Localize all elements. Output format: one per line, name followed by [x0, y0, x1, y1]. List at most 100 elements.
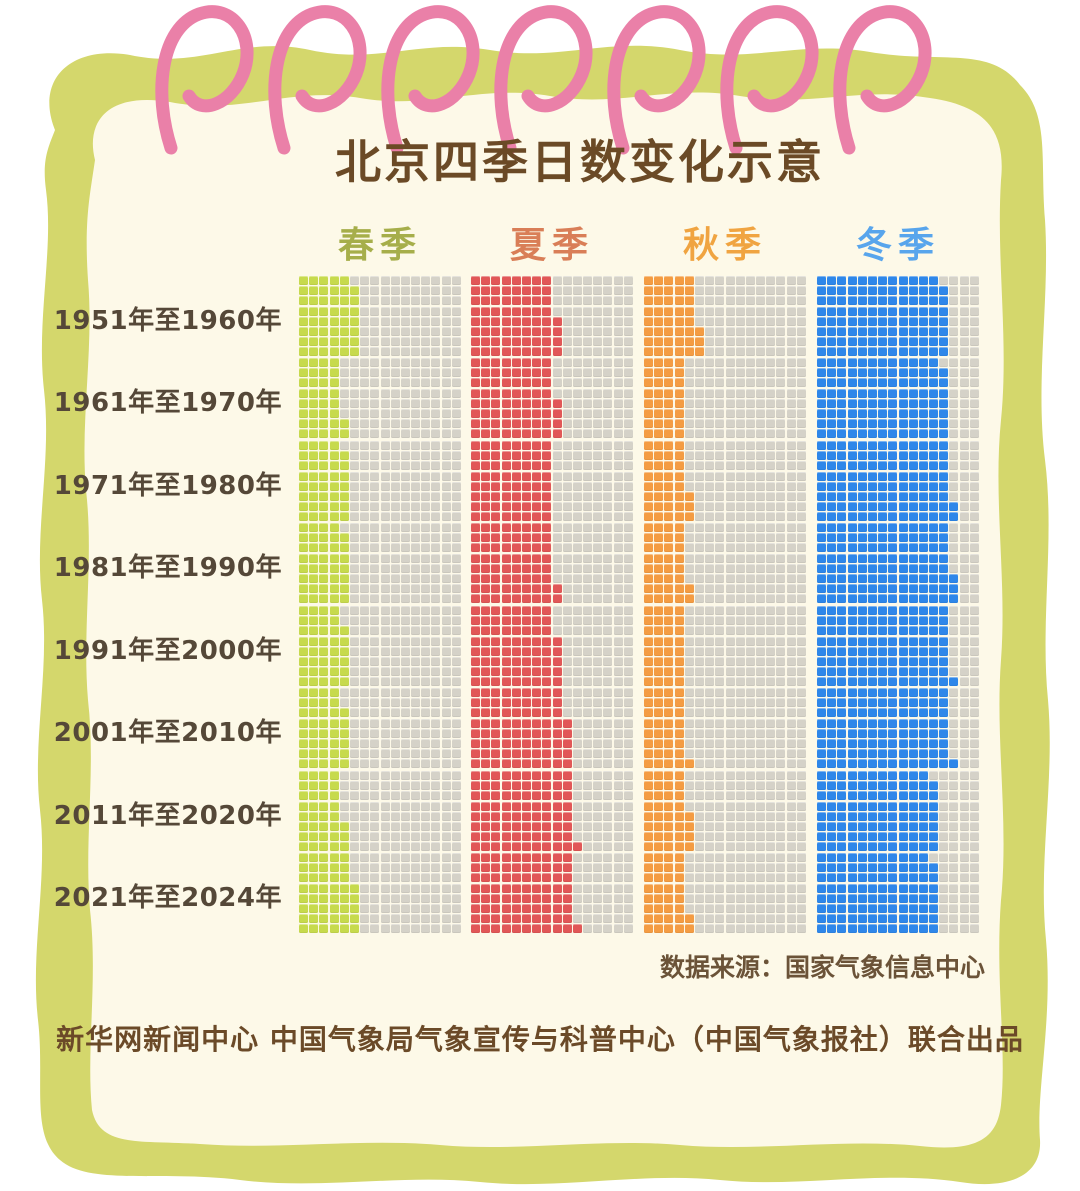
day-cell-empty	[786, 471, 796, 481]
day-cell-empty	[583, 667, 593, 677]
day-cell-empty	[400, 368, 410, 378]
day-cell-empty	[623, 873, 633, 883]
day-cell-filled	[817, 563, 826, 573]
day-cell-filled	[827, 408, 837, 418]
day-cell-filled	[532, 502, 542, 512]
day-cell-empty	[786, 512, 796, 522]
day-cell-empty	[796, 616, 806, 626]
day-cell-empty	[400, 523, 410, 532]
day-cell-empty	[786, 337, 796, 347]
day-cell-empty	[390, 398, 400, 408]
day-cell-empty	[431, 656, 441, 666]
day-cell-filled	[908, 388, 918, 398]
day-cell-filled	[309, 811, 319, 821]
day-cell-filled	[664, 573, 674, 583]
day-cell-filled	[918, 573, 928, 583]
day-cell-empty	[400, 451, 410, 461]
day-cell-empty	[684, 656, 694, 666]
day-cell-filled	[562, 749, 572, 759]
day-cell-filled	[644, 873, 653, 883]
day-cell-empty	[735, 451, 745, 461]
day-cell-filled	[644, 563, 653, 573]
day-cell-filled	[918, 863, 928, 873]
day-cell-empty	[756, 636, 766, 646]
day-cell-filled	[857, 316, 867, 326]
day-cell-empty	[735, 471, 745, 481]
day-cell-filled	[908, 358, 918, 367]
day-cell-filled	[827, 646, 837, 656]
day-cell-filled	[532, 441, 542, 450]
day-cell-filled	[654, 821, 664, 831]
day-cell-filled	[644, 398, 653, 408]
day-cell-empty	[949, 924, 959, 934]
day-cell-filled	[521, 594, 531, 604]
day-cell-filled	[471, 326, 480, 336]
day-cell-empty	[969, 296, 979, 306]
day-cell-empty	[776, 347, 786, 357]
waffle-grid-autumn	[644, 606, 806, 687]
day-cell-filled	[837, 358, 847, 367]
day-cell-filled	[664, 398, 674, 408]
day-cell-filled	[501, 594, 511, 604]
day-cell-filled	[552, 791, 562, 801]
day-cell-filled	[908, 368, 918, 378]
day-cell-filled	[674, 523, 684, 532]
day-cell-filled	[319, 563, 329, 573]
day-cell-empty	[400, 738, 410, 748]
day-cell-filled	[898, 502, 908, 512]
day-cell-filled	[918, 471, 928, 481]
day-cell-empty	[360, 636, 370, 646]
day-cell-empty	[776, 636, 786, 646]
day-cell-filled	[817, 677, 826, 687]
day-cell-empty	[756, 543, 766, 553]
day-cell-filled	[918, 842, 928, 852]
day-cell-empty	[776, 883, 786, 893]
day-cell-filled	[542, 698, 552, 708]
day-cell-empty	[786, 749, 796, 759]
day-cell-empty	[390, 337, 400, 347]
day-cell-empty	[756, 471, 766, 481]
day-cell-filled	[949, 512, 959, 522]
day-cell-filled	[521, 358, 531, 367]
day-cell-empty	[593, 337, 603, 347]
day-cell-empty	[776, 698, 786, 708]
day-cell-filled	[471, 698, 480, 708]
day-cell-empty	[370, 842, 380, 852]
day-cell-filled	[511, 388, 521, 398]
day-cell-filled	[654, 853, 664, 862]
day-cell-filled	[329, 801, 339, 811]
day-cell-filled	[471, 419, 480, 429]
day-cell-empty	[400, 276, 410, 285]
day-cell-empty	[562, 677, 572, 687]
day-cell-empty	[949, 791, 959, 801]
day-cell-empty	[735, 316, 745, 326]
day-cell-filled	[481, 903, 491, 913]
day-cell-filled	[898, 491, 908, 501]
day-cell-empty	[583, 728, 593, 738]
day-cell-empty	[715, 616, 725, 626]
day-cell-filled	[511, 791, 521, 801]
day-cell-filled	[837, 594, 847, 604]
day-cell-empty	[572, 738, 582, 748]
day-cell-empty	[603, 429, 613, 439]
day-cell-empty	[959, 563, 969, 573]
day-cell-filled	[857, 358, 867, 367]
day-cell-empty	[572, 491, 582, 501]
day-cell-empty	[421, 502, 431, 512]
day-cell-filled	[299, 429, 308, 439]
day-cell-empty	[715, 749, 725, 759]
day-cell-filled	[511, 667, 521, 677]
day-cell-empty	[370, 441, 380, 450]
day-cell-empty	[572, 429, 582, 439]
day-cell-empty	[715, 677, 725, 687]
day-cell-filled	[542, 512, 552, 522]
day-cell-empty	[745, 883, 755, 893]
day-cell-filled	[847, 451, 857, 461]
day-cell-empty	[949, 563, 959, 573]
day-cell-filled	[309, 502, 319, 512]
day-cell-filled	[654, 863, 664, 873]
day-cell-empty	[583, 677, 593, 687]
day-cell-empty	[593, 326, 603, 336]
day-cell-filled	[471, 502, 480, 512]
day-cell-filled	[857, 791, 867, 801]
